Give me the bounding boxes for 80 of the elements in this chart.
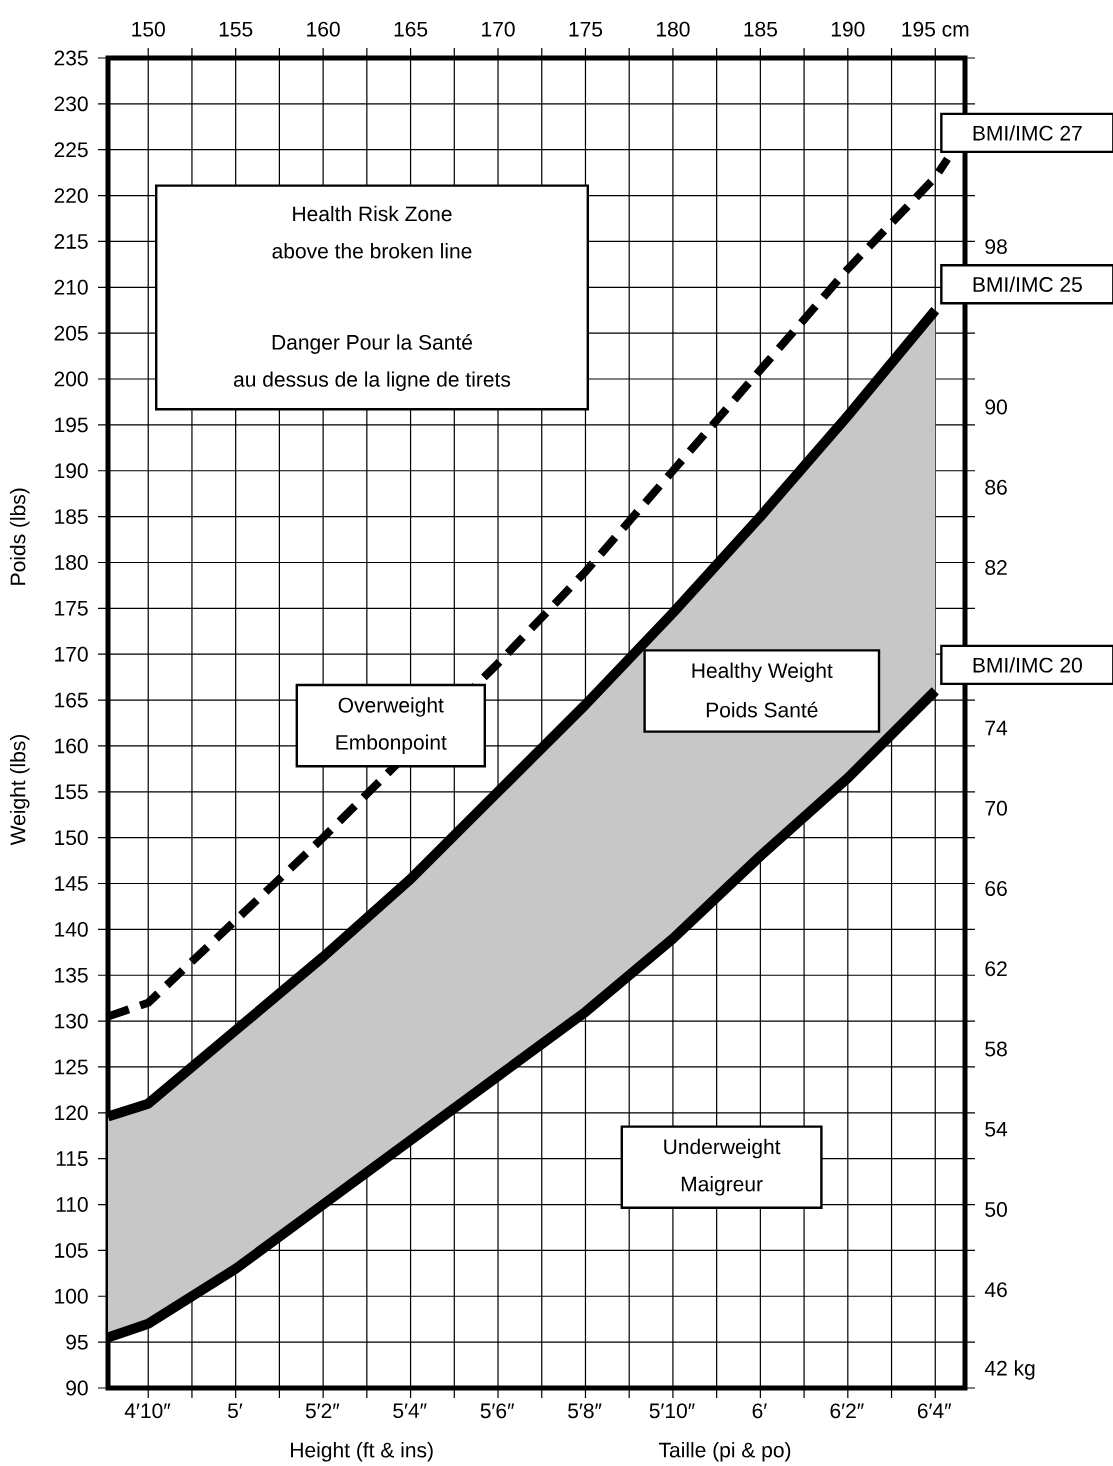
y-tick-label: 125 [55, 1059, 88, 1075]
annotation: Healthy Weight [692, 662, 833, 683]
y2-tick-label: 42 kg [984, 1360, 1035, 1380]
x2-tick-label: 5′6″ [480, 1403, 515, 1419]
y-tick-label: 160 [55, 738, 88, 754]
x-tick-label: 185 [744, 21, 778, 37]
x-tick-label: 165 [394, 21, 428, 37]
annotation: Poids Santé [706, 701, 818, 718]
annotation: Overweight [338, 697, 444, 717]
x2-tick-label: 5′10″ [649, 1403, 695, 1419]
y-tick-label: 195 [55, 417, 88, 433]
annotation: above the broken line [272, 243, 472, 259]
y-tick-label: 130 [55, 1013, 88, 1029]
x2-tick-label: 6′4″ [917, 1403, 952, 1419]
y-tick-label: 150 [55, 830, 88, 846]
y-tick-label: 230 [54, 96, 88, 112]
legend-label: BMI/IMC 25 [973, 276, 1082, 292]
x-tick-label: 195 cm [902, 21, 969, 37]
annotation: Danger Pour la Santé [272, 334, 473, 354]
y2-tick-label: 62 [985, 961, 1007, 977]
y2-tick-label: 70 [985, 800, 1007, 816]
y-tick-label: 155 [55, 784, 88, 800]
y-axis-title: Weight (lbs) [9, 735, 30, 846]
y-tick-label: 135 [55, 967, 88, 983]
text: Taille (pi & po) [658, 1442, 791, 1462]
x2-tick-label: 5′8″ [568, 1403, 602, 1419]
y2-tick-label: 98 [985, 239, 1007, 254]
x-tick-label: 150 [132, 21, 165, 37]
y-tick-label: 105 [55, 1242, 88, 1258]
y2-tick-label: 86 [985, 479, 1007, 495]
x-tick-label: 155 [219, 21, 253, 37]
y-tick-label: 220 [54, 188, 88, 204]
x2-tick-label: 4′10″ [124, 1403, 171, 1419]
y-tick-label: 225 [54, 142, 88, 158]
x-axis-title: Height (ft & ins) [291, 1442, 433, 1462]
x2-tick-label: 5′ [227, 1403, 243, 1419]
x-tick-label: 175 [569, 21, 603, 37]
y2-tick-label: 46 [984, 1282, 1007, 1298]
x2-tick-label: 5′4″ [393, 1403, 427, 1419]
y2-tick-label: 82 [985, 560, 1007, 575]
y-tick-label: 235 [54, 50, 88, 66]
x2-tick-label: 6′ [752, 1403, 767, 1419]
y-tick-label: 120 [55, 1105, 88, 1121]
x-tick-label: 180 [657, 21, 690, 37]
y-tick-label: 170 [55, 646, 88, 662]
y-tick-label: 190 [55, 463, 88, 479]
y2-tick-label: 66 [985, 881, 1007, 896]
y-tick-label: 165 [55, 692, 88, 708]
annotation: au dessus de la ligne de tirets [233, 371, 511, 391]
y2-tick-label: 74 [985, 720, 1008, 736]
y-tick-label: 100 [55, 1288, 88, 1304]
x2-tick-label: 5′2″ [305, 1403, 340, 1419]
y-tick-label: 145 [55, 876, 88, 891]
y-tick-label: 140 [55, 921, 88, 937]
y-tick-label: 205 [54, 325, 88, 341]
y2-tick-label: 50 [985, 1202, 1007, 1217]
y2-tick-label: 90 [985, 399, 1007, 415]
y2-tick-label: 54 [985, 1121, 1008, 1137]
y-tick-label: 215 [54, 234, 88, 249]
y-tick-label: 90 [66, 1380, 88, 1396]
x-tick-label: 170 [482, 21, 515, 37]
y-tick-label: 110 [56, 1197, 88, 1212]
y-tick-label: 115 [56, 1151, 88, 1167]
y-tick-label: 185 [55, 509, 88, 525]
y-tick-label: 175 [55, 601, 88, 616]
annotation: Underweight [664, 1138, 781, 1159]
text: Poids (lbs) [9, 488, 30, 585]
legend-label: BMI/IMC 20 [973, 657, 1082, 673]
y-tick-label: 210 [54, 279, 88, 295]
annotation: Health Risk Zone [293, 205, 452, 222]
annotation: Maigreur [681, 1176, 763, 1196]
annotation: Embonpoint [336, 734, 447, 754]
x-tick-label: 190 [831, 21, 865, 37]
series-label: BMI/IMC 27 [973, 125, 1082, 141]
y-tick-label: 95 [66, 1334, 88, 1350]
y-tick-label: 180 [55, 555, 88, 570]
x2-tick-label: 6′2″ [830, 1403, 864, 1419]
x-tick-label: 160 [307, 21, 340, 37]
y-tick-label: 200 [54, 371, 88, 387]
y2-tick-label: 58 [985, 1041, 1007, 1057]
